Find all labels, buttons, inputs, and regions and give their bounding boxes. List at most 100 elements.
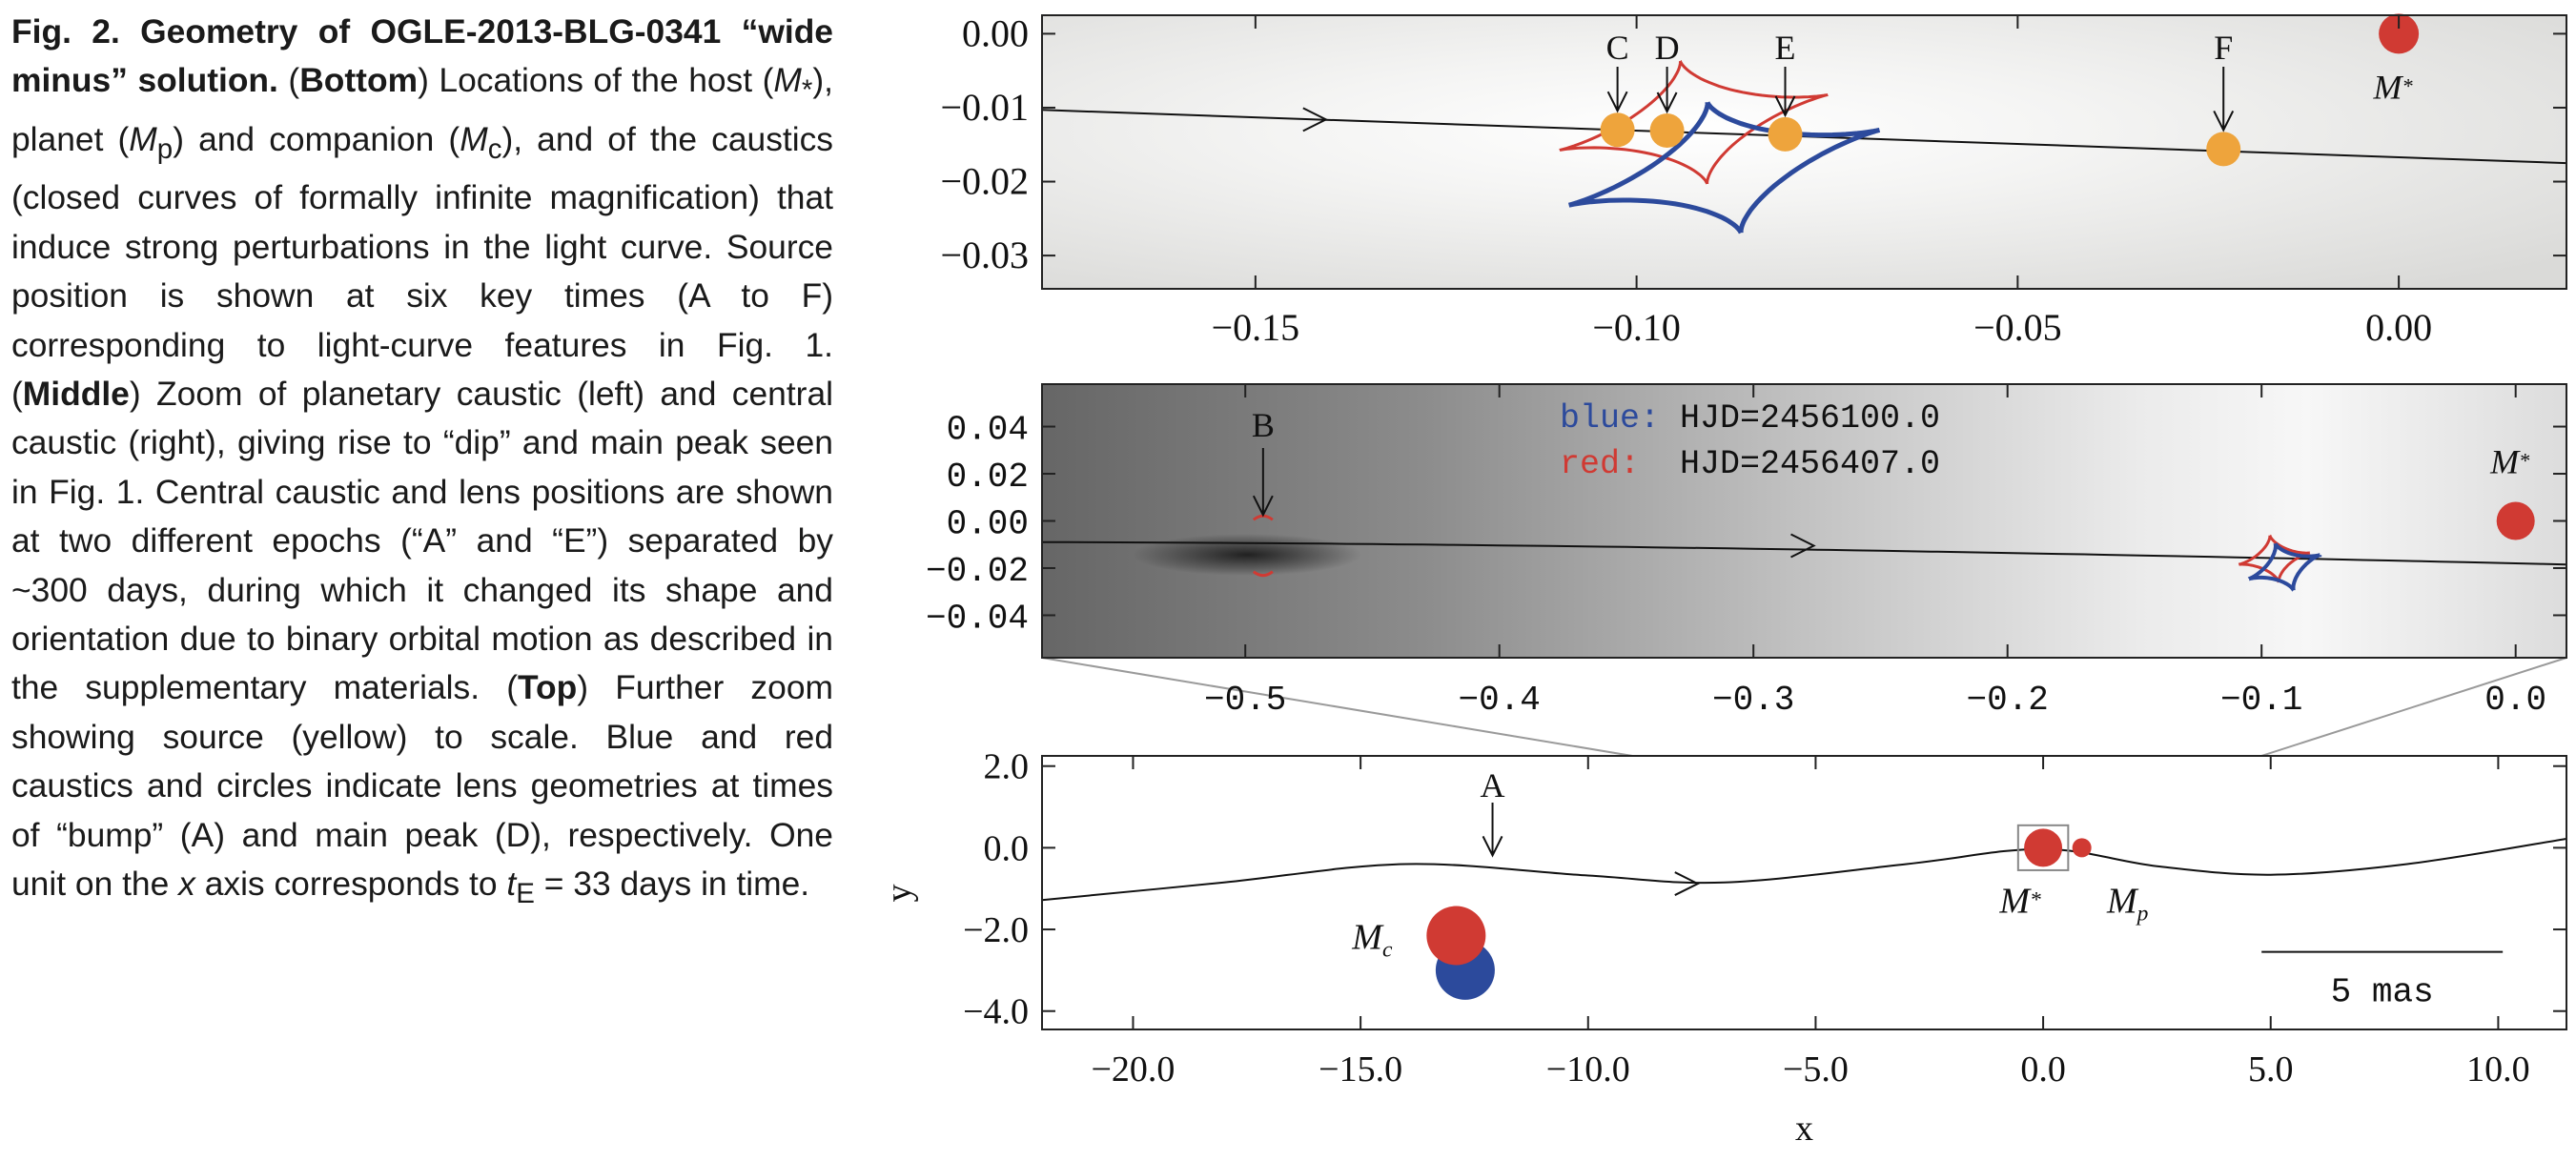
caption-sym-mp: M <box>129 119 157 158</box>
top-ytick-label: −0.02 <box>940 160 1029 203</box>
caption-bottom-text-a: Locations of the host ( <box>439 61 774 100</box>
bottom-trajectory-arrow <box>1674 871 1701 896</box>
caption-bottom-tag: Bottom <box>299 61 419 100</box>
top-label-d: D <box>1655 29 1680 67</box>
bottom-xtick-label: −20.0 <box>1091 1049 1175 1090</box>
panel-middle-background <box>1042 384 2566 658</box>
caption-middle-text: Zoom of planetary caustic (left) and cen… <box>11 375 833 707</box>
top-ytick-label: −0.03 <box>940 234 1029 276</box>
caption-top-text-a: Further zoom showing source (yellow) to … <box>11 668 833 904</box>
bottom-xtick-label: 5.0 <box>2248 1049 2294 1090</box>
panel-top: C D E F M* −0.15 −0.10 −0.05 0.00 0.00 −0.01 −0.02 −… <box>940 11 2567 349</box>
caption-top-text-b: axis corresponds to <box>204 865 498 904</box>
caption-sym-mp-sub: p <box>156 132 174 165</box>
caption-top-tag: Top <box>518 668 578 707</box>
bottom-host-marker <box>2024 828 2063 867</box>
bottom-ytick-label: 2.0 <box>984 747 1030 787</box>
middle-ytick-label: 0.00 <box>947 505 1029 544</box>
top-label-c: C <box>1606 29 1629 67</box>
bottom-host-label: M* <box>1998 881 2041 921</box>
caption-sym-mc: M <box>460 119 488 158</box>
top-arrow-d <box>1656 67 1678 114</box>
top-xtick-label: −0.15 <box>1212 306 1300 349</box>
bottom-source-trajectory <box>1041 838 2567 902</box>
top-frame <box>1041 14 2567 290</box>
middle-xtick-label: −0.1 <box>2220 681 2302 720</box>
middle-planetary-caustic-bottom <box>1252 570 1274 578</box>
caption-bottom-text-b: ), planet ( <box>11 61 834 158</box>
bottom-x-axis-label: x <box>1795 1109 1813 1149</box>
caption-sym-mstar-sub: * <box>801 74 813 107</box>
top-xtick-label: −0.05 <box>1973 306 2062 349</box>
bottom-arrow-a <box>1482 803 1503 858</box>
top-caustic-red <box>1559 59 1829 185</box>
top-source-point-e <box>1768 116 1803 152</box>
planetary-caustic-shadow <box>1133 534 1361 576</box>
middle-label-b: B <box>1252 406 1275 444</box>
bottom-zoom-box <box>2016 824 2070 871</box>
bottom-planet-marker <box>2072 838 2092 858</box>
top-ytick-label: −0.01 <box>940 86 1029 129</box>
caption-title: Geometry of OGLE-2013-BLG-0341 “wide min… <box>11 12 833 100</box>
caption-sym-x: x <box>178 865 195 904</box>
bottom-xtick-label: −5.0 <box>1783 1049 1849 1090</box>
bottom-companion-red <box>1426 906 1486 966</box>
bottom-label-a: A <box>1481 766 1505 805</box>
panel-bottom: A M* Mp Mc 5 mas −20.0 −15.0 −10.0 −5.0 0.0 5.0 10.… <box>879 747 2567 1149</box>
top-xtick-label: 0.00 <box>2365 306 2432 349</box>
bottom-y-axis-label: y <box>879 885 919 903</box>
bottom-frame <box>1041 755 2567 1030</box>
top-arrow-f <box>2213 67 2235 132</box>
bottom-ytick-label: 0.0 <box>984 828 1030 868</box>
middle-host-label: M* <box>2489 443 2530 481</box>
middle-legend-value-1: HJD=2456407.0 <box>1680 445 1940 483</box>
middle-caustic-blue <box>2247 542 2322 592</box>
bottom-xtick-label: −15.0 <box>1319 1049 1402 1090</box>
middle-legend-name-0: blue: <box>1560 399 1660 438</box>
middle-ytick-label: 0.02 <box>947 458 1029 497</box>
panel-middle: B M* blue: HJD=2456100.0 red: HJD=2456407.0 −0… <box>926 383 2567 720</box>
top-trajectory-arrow <box>1302 107 1329 132</box>
caption-bottom-text-c: ) and companion ( <box>173 119 460 158</box>
middle-arrow-b <box>1252 448 1274 518</box>
top-host-label: M* <box>2373 68 2414 106</box>
middle-ytick-label: −0.04 <box>926 599 1029 638</box>
middle-legend-value-0: HJD=2456100.0 <box>1680 399 1940 438</box>
top-source-point-d <box>1649 113 1685 149</box>
top-source-point-c <box>1600 112 1635 148</box>
caption-sym-mc-sub: c <box>487 132 502 165</box>
middle-trajectory-arrow <box>1790 533 1816 559</box>
panel-bottom-background <box>1042 756 2566 1029</box>
bottom-ytick-label: −2.0 <box>963 910 1029 950</box>
top-host-marker <box>2379 13 2420 54</box>
bottom-xtick-label: 10.0 <box>2466 1049 2530 1090</box>
top-arrow-e <box>1774 67 1796 118</box>
bottom-companion-label: Mc <box>1351 917 1393 962</box>
caption-sym-te: t <box>506 865 517 904</box>
middle-legend-name-1: red: <box>1560 445 1640 483</box>
top-label-e: E <box>1775 29 1796 67</box>
bottom-scale-bar-label: 5 mas <box>2331 973 2434 1012</box>
bottom-ytick-label: −4.0 <box>963 992 1029 1032</box>
caption-middle-tag: Middle <box>22 375 130 413</box>
middle-xtick-label: −0.4 <box>1458 681 1540 720</box>
top-label-f: F <box>2214 29 2233 67</box>
caption-sym-te-sub: E <box>516 878 535 910</box>
top-xtick-label: −0.10 <box>1592 306 1681 349</box>
bottom-xtick-label: −10.0 <box>1546 1049 1630 1090</box>
figure-caption: Fig. 2. Geometry of OGLE-2013-BLG-0341 “… <box>11 12 834 910</box>
middle-ytick-label: 0.04 <box>947 411 1029 450</box>
panel-top-background <box>1042 15 2566 289</box>
top-source-point-f <box>2206 132 2241 167</box>
caption-top-text-c: = 33 days in time. <box>543 865 810 904</box>
middle-xtick-label: −0.3 <box>1712 681 1794 720</box>
middle-ytick-label: −0.02 <box>926 552 1029 591</box>
bottom-xtick-label: 0.0 <box>2020 1049 2066 1090</box>
top-ytick-label: 0.00 <box>962 11 1029 54</box>
bottom-planet-label: Mp <box>2106 881 2149 926</box>
middle-xtick-label: −0.2 <box>1966 681 2048 720</box>
top-arrow-c <box>1606 67 1628 113</box>
caption-bottom-text-d: ), and of the caustics (closed curves of… <box>11 119 833 364</box>
middle-xtick-label: 0.0 <box>2484 681 2546 720</box>
